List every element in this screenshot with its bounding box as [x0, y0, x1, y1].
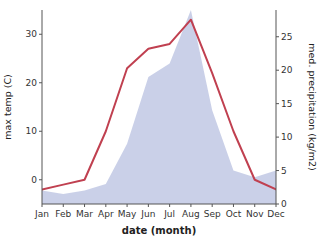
x-tick — [148, 204, 149, 207]
temp-line — [42, 20, 276, 190]
x-tick-label: Mar — [76, 209, 93, 219]
x-tick — [127, 204, 128, 207]
x-tick — [233, 204, 234, 207]
y2-tick-label: 15 — [281, 99, 292, 109]
y-axis-label: max temp (C) — [2, 74, 13, 140]
y2-axis-line — [276, 10, 277, 204]
y2-tick-label: 20 — [281, 65, 293, 75]
x-axis-line — [42, 204, 276, 205]
y2-tick — [276, 170, 279, 171]
x-tick-label: May — [118, 209, 137, 219]
y2-tick — [276, 103, 279, 104]
axes: 0 10 20 30 0 5 10 15 20 25 Jan Feb Mar Apr MayJun Jul Au… — [2, 10, 318, 236]
y-axis-line — [42, 10, 43, 204]
x-tick-label: Sep — [204, 209, 221, 219]
x-tick-label: Apr — [98, 209, 114, 219]
precip-area — [42, 10, 276, 204]
x-tick-label: Dec — [267, 209, 284, 219]
chart: 0 10 20 30 0 5 10 15 20 25 Jan Feb Mar Apr MayJun Jul Au… — [0, 0, 318, 242]
y2-tick-label: 0 — [281, 199, 287, 209]
y-tick-label: 30 — [26, 29, 38, 39]
x-tick-label: Jul — [163, 209, 175, 219]
y-tick — [39, 131, 42, 132]
y-tick — [39, 179, 42, 180]
x-tick — [276, 204, 277, 207]
x-tick — [212, 204, 213, 207]
y2-tick-label: 10 — [281, 132, 293, 142]
x-axis-label: date (month) — [122, 225, 196, 236]
x-tick — [84, 204, 85, 207]
y-tick — [39, 34, 42, 35]
x-tick-label: Nov — [246, 209, 264, 219]
x-tick-label: Aug — [182, 209, 200, 219]
x-tick — [42, 204, 43, 207]
y2-tick-label: 25 — [281, 32, 292, 42]
x-tick-label: Jun — [140, 209, 155, 219]
y2-tick-label: 5 — [281, 166, 287, 176]
y2-tick — [276, 36, 279, 37]
y-tick — [39, 82, 42, 83]
y2-axis-label: med. precipitation (kg/m2) — [307, 43, 318, 170]
y-tick-label: 0 — [31, 175, 37, 185]
x-tick — [169, 204, 170, 207]
x-tick — [105, 204, 106, 207]
x-tick-label: Feb — [55, 209, 71, 219]
plot-area — [42, 10, 276, 204]
y2-tick — [276, 70, 279, 71]
x-tick — [190, 204, 191, 207]
chart-container: 0 10 20 30 0 5 10 15 20 25 Jan Feb Mar Apr MayJun Jul Au… — [0, 0, 318, 242]
x-tick-label: Oct — [226, 209, 242, 219]
y2-tick — [276, 137, 279, 138]
x-tick — [63, 204, 64, 207]
x-tick-label: Jan — [34, 209, 49, 219]
x-tick — [254, 204, 255, 207]
y-tick-label: 10 — [26, 126, 38, 136]
y-tick-label: 20 — [26, 78, 38, 88]
